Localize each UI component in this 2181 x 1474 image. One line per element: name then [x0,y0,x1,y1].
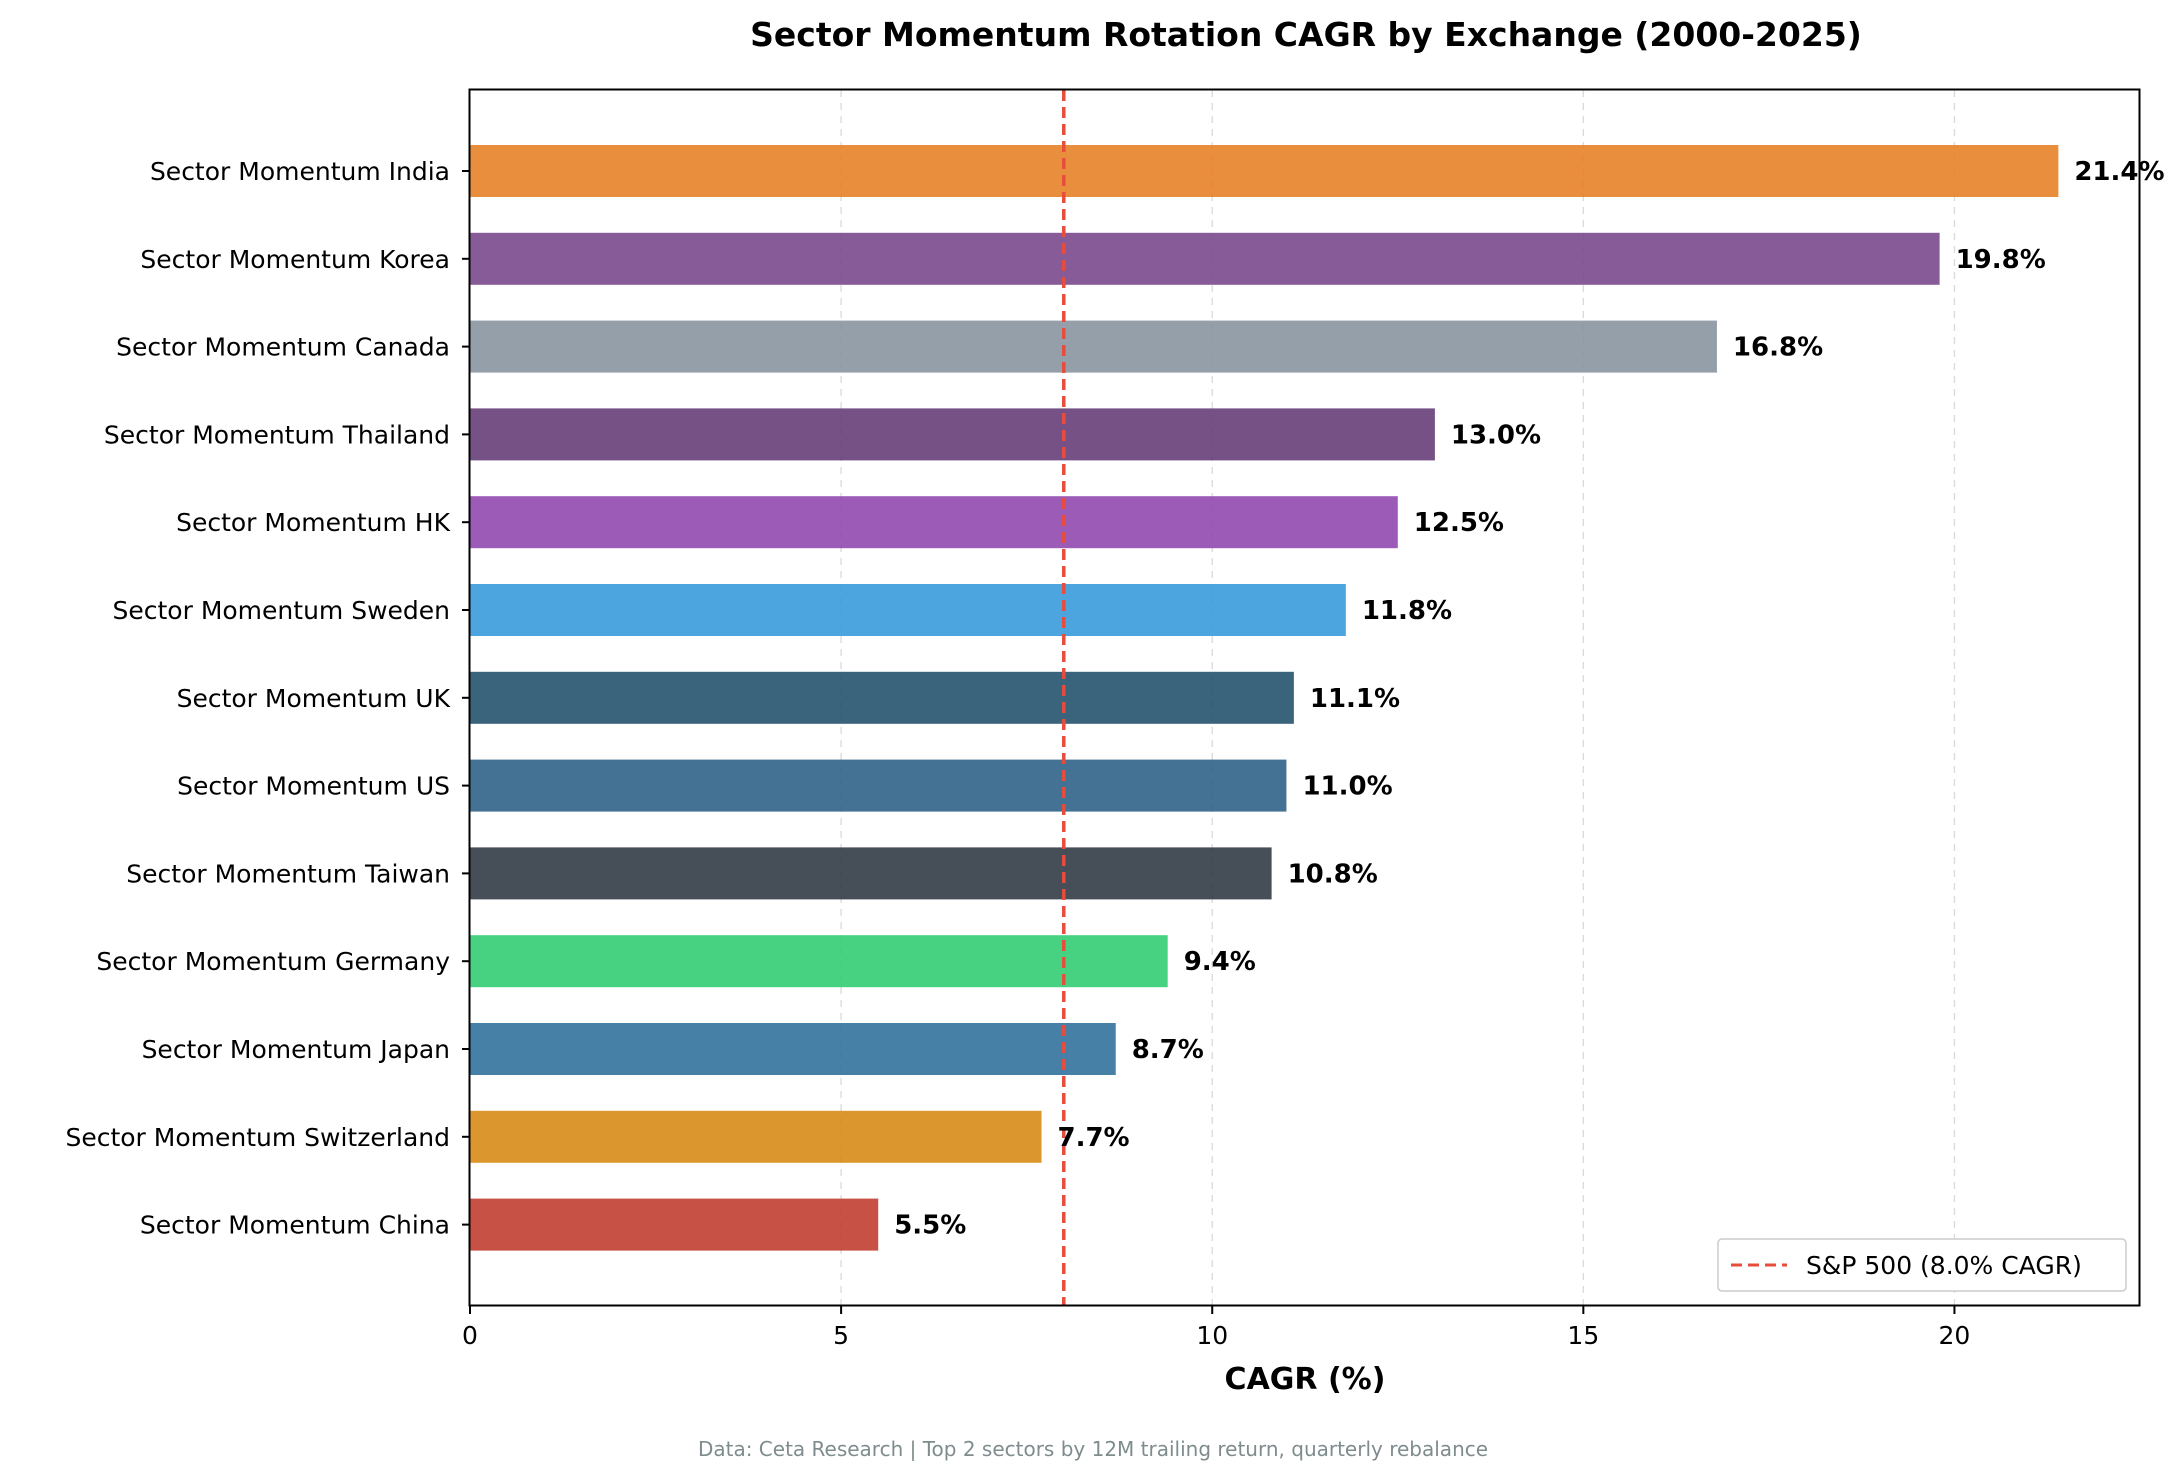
y-axis-labels: Sector Momentum India Sector Momentum Kor… [65,157,470,1240]
x-axis-title: CAGR (%) [1225,1362,1386,1397]
y-tick-label-sector-momentum-switzerland: Sector Momentum Switzerland [65,1123,450,1152]
y-tick-label-sector-momentum-china: Sector Momentum China [140,1211,450,1240]
value-labels: 21.4% 19.8% 16.8% 13.0% 12.5% 11.8% 11.1% 11.0%… [894,157,2164,1241]
bar-sector-momentum-canada [470,320,1717,373]
legend: S&P 500 (8.0% CAGR) [1717,1238,2127,1292]
value-label-sector-momentum-thailand: 13.0% [1451,420,1541,450]
y-tick-label-sector-momentum-us: Sector Momentum US [177,772,450,801]
bar-sector-momentum-germany [470,935,1168,988]
bars [470,145,2059,1251]
bar-sector-momentum-china [470,1198,879,1251]
value-label-sector-momentum-taiwan: 10.8% [1288,859,1378,889]
x-tick-label-5: 5 [833,1321,849,1350]
y-tick-label-sector-momentum-thailand: Sector Momentum Thailand [104,420,450,449]
bar-sector-momentum-taiwan [470,847,1272,900]
value-label-sector-momentum-korea: 19.8% [1956,245,2046,275]
value-label-sector-momentum-switzerland: 7.7% [1058,1123,1130,1153]
y-tick-label-sector-momentum-hk: Sector Momentum HK [176,508,451,537]
x-tick-label-0: 0 [462,1321,478,1350]
bar-sector-momentum-uk [470,671,1294,724]
y-tick-label-sector-momentum-japan: Sector Momentum Japan [142,1035,450,1064]
value-label-sector-momentum-us: 11.0% [1302,772,1392,802]
chart-title: Sector Momentum Rotation CAGR by Exchang… [750,15,1862,54]
y-tick-label-sector-momentum-uk: Sector Momentum UK [177,684,451,713]
value-label-sector-momentum-germany: 9.4% [1184,947,1256,977]
value-label-sector-momentum-sweden: 11.8% [1362,596,1452,626]
legend-label-reference: S&P 500 (8.0% CAGR) [1806,1251,2082,1280]
x-tick-label-20: 20 [1939,1321,1971,1350]
x-axis-ticks: 0 5 10 15 20 [462,1306,1970,1350]
y-tick-label-sector-momentum-sweden: Sector Momentum Sweden [113,596,451,625]
bar-sector-momentum-japan [470,1023,1116,1075]
x-tick-label-15: 15 [1567,1321,1599,1350]
y-tick-label-sector-momentum-canada: Sector Momentum Canada [116,333,450,362]
legend-box [1717,1238,2127,1292]
value-label-sector-momentum-hk: 12.5% [1414,508,1504,538]
x-tick-label-10: 10 [1196,1321,1228,1350]
bar-sector-momentum-hk [470,496,1398,549]
bar-sector-momentum-us [470,759,1287,812]
y-tick-label-sector-momentum-india: Sector Momentum India [150,157,450,186]
bar-sector-momentum-korea [470,232,1940,285]
bar-sector-momentum-switzerland [470,1110,1042,1163]
bar-sector-momentum-india [470,145,2059,197]
bar-sector-momentum-thailand [470,408,1435,461]
value-label-sector-momentum-canada: 16.8% [1733,333,1823,363]
value-label-sector-momentum-india: 21.4% [2074,157,2164,187]
value-label-sector-momentum-japan: 8.7% [1132,1035,1204,1065]
value-label-sector-momentum-china: 5.5% [894,1211,966,1241]
value-label-sector-momentum-uk: 11.1% [1310,684,1400,714]
footnote: Data: Ceta Research | Top 2 sectors by 1… [698,1437,1488,1461]
y-tick-label-sector-momentum-taiwan: Sector Momentum Taiwan [126,859,450,888]
y-tick-label-sector-momentum-germany: Sector Momentum Germany [96,947,450,976]
y-tick-label-sector-momentum-korea: Sector Momentum Korea [140,245,450,274]
bar-sector-momentum-sweden [470,584,1346,636]
